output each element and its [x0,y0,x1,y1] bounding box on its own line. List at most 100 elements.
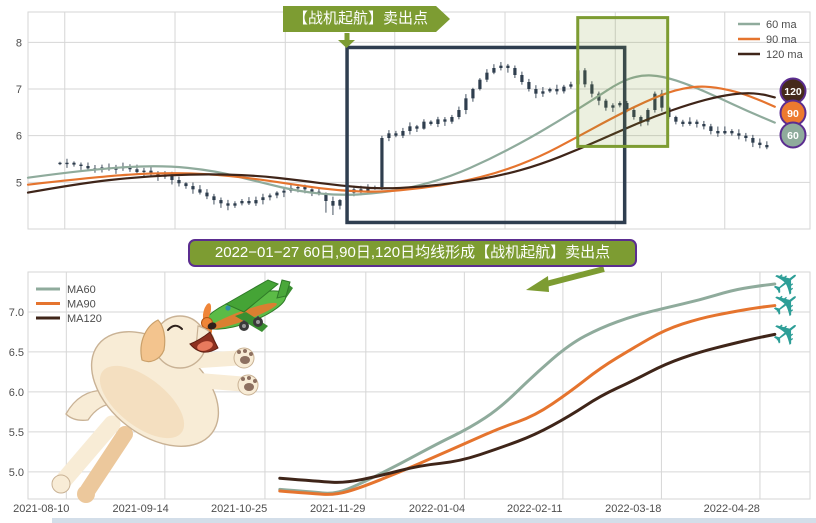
candle-body [296,187,300,189]
candle-body [268,195,272,198]
candle-body [72,162,76,165]
x-tick-label: 2021-10-25 [211,503,267,515]
top-y-tick-label: 6 [16,131,22,143]
candle-body [583,70,587,85]
candle-body [422,121,426,129]
dog-hind-leg-far [80,426,133,498]
candle-body [646,110,650,122]
sell-point-banner: 【战机起航】卖出点 [283,6,450,32]
dog-paw [77,485,95,503]
top-ma-line-120ma [26,92,776,194]
candle-body [541,91,545,94]
candle-body [716,131,720,134]
candle-body [247,201,251,204]
candle-body [751,138,755,143]
top-legend-label: 120 ma [766,49,804,61]
candle-body [86,166,90,169]
dog-ear [140,319,166,363]
candle-body [443,119,447,122]
dog-paw [51,474,71,494]
candle-body [639,117,643,122]
candle-body [310,189,314,192]
x-tick-label: 2022-03-18 [605,503,661,515]
candle-body [408,126,412,131]
candlestick-series [58,37,769,215]
signal-date-callout: 2022−01−27 60日,90日,120日均线形成【战机起航】卖出点 [188,239,637,267]
candle-body [604,100,608,108]
candle-body [723,131,727,134]
bottom-y-tick-label: 5.5 [9,427,24,439]
sell-point-banner-label: 【战机起航】卖出点 [293,10,429,27]
x-tick-label: 2022-01-04 [409,503,465,515]
dog-tongue [197,341,213,351]
candle-body [471,89,475,99]
candle-body [695,121,699,124]
candle-body [590,84,594,94]
candle-body [219,200,223,204]
candle-body [702,124,706,127]
bottom-y-tick-label: 5.0 [9,467,24,479]
callout-arrow-icon [526,266,605,292]
candle-body [632,110,636,117]
bottom-ma-line-MA60 [278,282,777,495]
candle-body [506,65,510,68]
bottom-legend-label: MA90 [67,299,96,311]
candle-body [282,190,286,193]
candle-body [478,79,482,89]
candle-body [394,133,398,136]
candle-body [401,131,405,136]
dog-front-leg-lower [172,371,250,392]
candle-body [149,170,153,174]
window-edge-strip [52,518,816,523]
candle-body [359,189,363,191]
candle-body [562,86,566,92]
dog-body-shading [99,365,185,439]
bottom-y-tick-label: 6.0 [9,387,24,399]
candle-body [492,68,496,73]
candle-body [366,187,370,191]
ma-badge-label: 120 [784,86,802,98]
candle-body [380,138,384,187]
candle-body [737,133,741,136]
candle-body [170,175,174,180]
candle-body [597,93,601,101]
candle-body [485,72,489,80]
candle-body [415,126,419,129]
candle-body [142,170,146,173]
candle-body [625,103,629,110]
candle-body [688,121,692,124]
bottom-y-tick-label: 6.5 [9,347,24,359]
top-y-tick-label: 8 [16,37,22,49]
top-y-tick-label: 5 [16,177,22,189]
candle-body [226,203,230,206]
candle-body [275,192,279,196]
candle-body [674,117,678,122]
candle-body [303,187,307,190]
banner-down-arrow-icon [338,33,355,48]
candle-body [569,84,573,87]
candle-body [555,89,559,92]
candle-body [331,201,335,206]
top-legend-label: 90 ma [766,34,797,46]
x-tick-label: 2021-11-29 [310,503,365,515]
candle-body [618,103,622,106]
signal-region-box [345,45,627,225]
signal-date-callout-label: 2022−01−27 60日,90日,120日均线形成【战机起航】卖出点 [214,244,611,261]
candle-body [534,89,538,94]
candle-body [212,196,216,201]
candle-body [436,119,440,124]
candle-body [744,135,748,138]
ma-badge-label: 90 [787,108,799,120]
candle-body [79,164,83,166]
x-tick-label: 2022-02-11 [507,503,562,515]
candle-body [240,201,244,204]
candle-body [457,110,461,117]
bottom-ma-line-MA120 [278,332,777,484]
candle-body [198,189,202,193]
x-tick-label: 2021-08-10 [13,503,69,515]
candle-body [191,186,195,190]
candle-body [758,142,762,145]
candle-body [233,203,237,206]
candle-body [681,121,685,124]
